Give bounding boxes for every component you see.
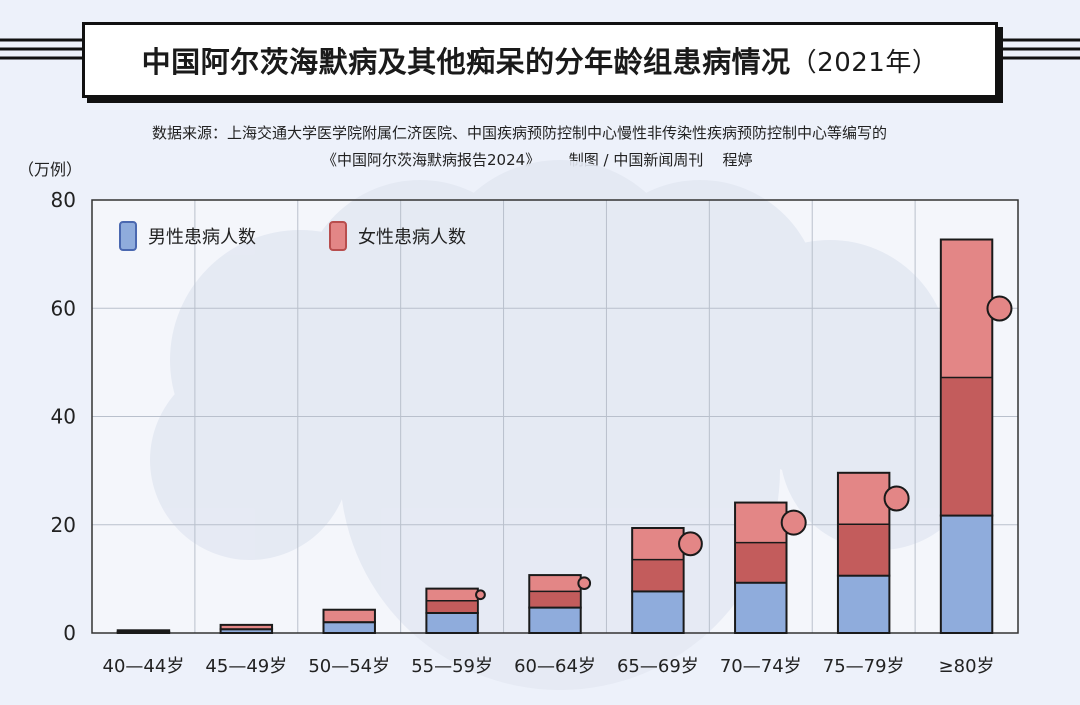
puzzle-knob [780, 509, 807, 536]
y-tick-label: 20 [51, 513, 76, 537]
bar-group [322, 608, 376, 634]
bar-male [322, 621, 376, 634]
x-tick-label: 65—69岁 [617, 656, 699, 677]
bar-female-shade [427, 600, 477, 612]
bar-group [219, 623, 274, 634]
y-tick-label: 40 [51, 405, 76, 429]
bar-group [939, 238, 1013, 635]
bar-female-shade [633, 559, 683, 591]
bar-female-shade [838, 524, 889, 575]
puzzle-knob [475, 589, 486, 601]
y-tick-label: 0 [63, 621, 76, 645]
x-tick-label: 45—49岁 [205, 656, 287, 677]
bar-female [116, 629, 171, 633]
x-tick-label: 60—64岁 [514, 656, 596, 677]
bar-female-shade [941, 377, 992, 515]
legend-label-female: 女性患病人数 [358, 227, 466, 248]
y-tick-label: 80 [51, 188, 76, 212]
bar-group [528, 574, 592, 635]
bar-group [631, 526, 703, 634]
bar-male [939, 514, 994, 635]
bar-group [836, 471, 910, 635]
data-source: 数据来源：上海交通大学医学院附属仁济医院、中国疾病预防控制中心慢性非传染性疾病预… [152, 124, 888, 142]
x-tick-label: ≥80岁 [939, 656, 995, 677]
y-tick-label: 60 [51, 296, 76, 320]
puzzle-knob [678, 531, 703, 557]
title-decoration [0, 38, 1080, 60]
puzzle-knob [986, 295, 1013, 322]
puzzle-knob [577, 576, 592, 591]
chart-title-year: （2021年） [790, 47, 939, 78]
legend-swatch-male [119, 221, 137, 251]
y-axis-unit: （万例） [18, 160, 83, 179]
bar-male [734, 581, 788, 635]
chart-title-main: 中国阿尔茨海默病及其他痴呆的分年龄组患病情况 [141, 45, 791, 79]
bar-group [425, 587, 486, 635]
legend-swatch-female [329, 221, 347, 251]
legend-label-male: 男性患病人数 [148, 227, 256, 248]
puzzle-knob [883, 485, 910, 512]
bar-female-shade [530, 591, 580, 607]
x-tick-label: 40—44岁 [103, 656, 185, 677]
bar-female [322, 608, 376, 624]
bar-group [116, 629, 171, 634]
bar-male [425, 611, 479, 635]
x-tick-label: 55—59岁 [411, 656, 493, 677]
bar-female-shade [736, 542, 786, 582]
bar-male [836, 574, 891, 635]
bar-group [734, 501, 807, 635]
legend: 男性患病人数 女性患病人数 [119, 221, 466, 251]
credit-line: 《中国阿尔茨海默病报告2024》 制图 / 中国新闻周刊 程婷 [322, 151, 753, 169]
x-tick-label: 75—79岁 [823, 656, 905, 677]
x-tick-label: 70—74岁 [720, 656, 802, 677]
bar-male [631, 590, 685, 634]
chart-title: 中国阿尔茨海默病及其他痴呆的分年龄组患病情况 （2021年） [82, 22, 998, 98]
x-tick-label: 50—54岁 [308, 656, 390, 677]
bar-male [528, 606, 582, 635]
bar-female [219, 623, 274, 631]
